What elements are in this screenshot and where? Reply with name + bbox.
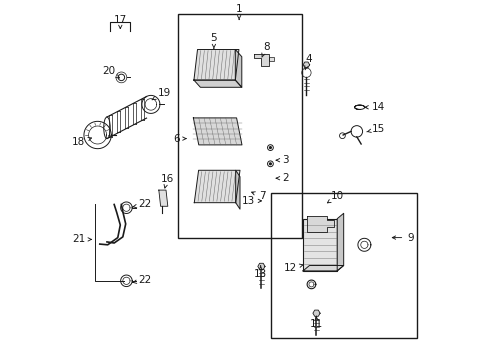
Text: 5: 5 (210, 33, 217, 48)
Polygon shape (312, 310, 320, 316)
Text: 8: 8 (261, 42, 269, 57)
Polygon shape (194, 80, 241, 87)
Bar (269, 57, 273, 61)
Polygon shape (307, 216, 333, 232)
Text: 7: 7 (251, 191, 265, 201)
Text: 13: 13 (241, 196, 261, 206)
Text: 3: 3 (276, 155, 288, 165)
Text: 13: 13 (254, 266, 267, 279)
Text: 16: 16 (160, 174, 173, 188)
Polygon shape (337, 213, 343, 271)
Text: 22: 22 (132, 199, 151, 210)
Polygon shape (235, 170, 240, 209)
Text: 2: 2 (276, 173, 288, 183)
Text: 1: 1 (235, 4, 242, 19)
Polygon shape (235, 49, 241, 87)
Text: 4: 4 (304, 54, 311, 70)
Polygon shape (159, 190, 167, 206)
Polygon shape (194, 49, 239, 80)
Text: 11: 11 (309, 316, 323, 329)
Text: 6: 6 (173, 134, 185, 144)
Text: 12: 12 (283, 263, 303, 273)
Polygon shape (257, 263, 264, 270)
Bar (271, 193, 416, 338)
Circle shape (269, 147, 271, 148)
Text: 19: 19 (152, 88, 170, 100)
Text: 10: 10 (327, 191, 344, 203)
Bar (178, 14, 302, 238)
Text: 22: 22 (132, 275, 151, 285)
Circle shape (269, 163, 271, 165)
Polygon shape (194, 170, 240, 203)
Text: 15: 15 (366, 124, 385, 134)
Polygon shape (303, 266, 343, 271)
Text: 14: 14 (364, 102, 385, 112)
Polygon shape (193, 118, 242, 145)
Text: 21: 21 (72, 234, 91, 244)
Text: 18: 18 (72, 137, 91, 147)
Text: 17: 17 (113, 15, 127, 28)
Text: 20: 20 (102, 66, 119, 78)
Polygon shape (254, 54, 268, 66)
Text: 9: 9 (391, 233, 413, 243)
Polygon shape (303, 62, 309, 68)
Bar (303, 219, 337, 271)
